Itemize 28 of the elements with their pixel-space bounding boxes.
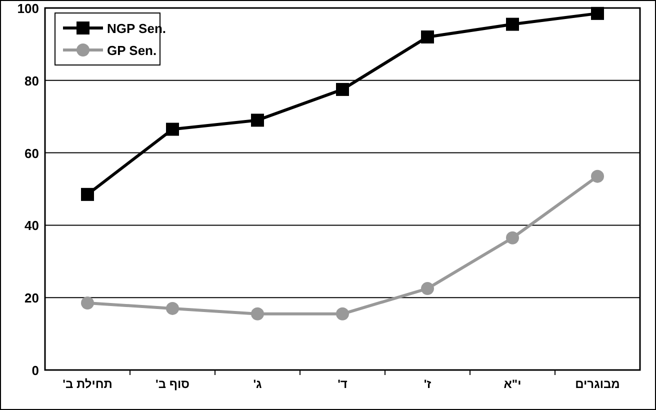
- y-tick-label: 100: [17, 1, 39, 16]
- x-tick-label: ג': [253, 377, 262, 391]
- point: [421, 30, 434, 44]
- point: [336, 82, 349, 96]
- point: [591, 6, 604, 20]
- x-tick-label: סוף ב': [156, 377, 190, 391]
- point: [506, 18, 519, 31]
- y-tick-label: 20: [24, 290, 39, 306]
- point: [166, 302, 179, 315]
- y-tick-label: 0: [32, 363, 39, 378]
- y-tick-label: 80: [24, 73, 39, 88]
- point: [81, 296, 94, 310]
- x-tick-label: מבוגרים: [575, 377, 620, 391]
- legend-label: GP Sen.: [107, 43, 157, 58]
- x-tick-label: י"א: [504, 377, 522, 391]
- x-tick-label: ז': [424, 377, 432, 391]
- point: [506, 231, 519, 244]
- point: [591, 170, 604, 183]
- point: [421, 282, 434, 296]
- y-tick-label: 60: [24, 146, 39, 161]
- point: [81, 188, 94, 201]
- point: [166, 122, 179, 136]
- x-tick-label: ד': [338, 377, 348, 391]
- y-tick-label: 40: [24, 218, 39, 234]
- point: [251, 307, 264, 320]
- point: [336, 307, 349, 320]
- point: [251, 114, 264, 127]
- x-tick-label: תחילת ב': [62, 377, 112, 391]
